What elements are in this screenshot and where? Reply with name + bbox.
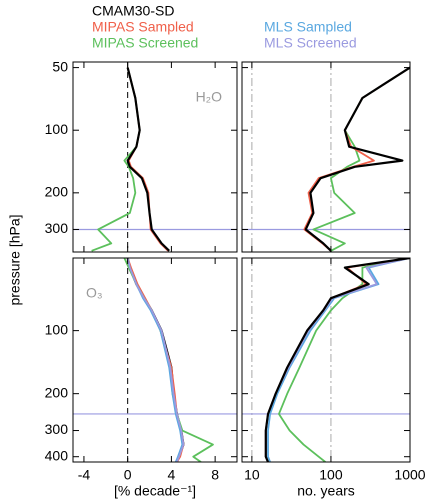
series-line bbox=[126, 258, 185, 462]
x-tick-label: 10 bbox=[244, 467, 260, 483]
legend-entry: MIPAS Sampled bbox=[92, 19, 194, 35]
y-tick-label: 100 bbox=[45, 121, 69, 137]
x-tick-label: 1000 bbox=[394, 467, 425, 483]
x-axis-label: no. years bbox=[297, 483, 355, 499]
x-tick-label: 0 bbox=[124, 467, 132, 483]
series-line bbox=[304, 66, 410, 252]
series-line bbox=[264, 258, 410, 462]
legend-entry: MLS Screened bbox=[264, 35, 357, 51]
panel-annotation: O₃ bbox=[86, 285, 103, 301]
panel-frame bbox=[72, 61, 238, 253]
y-axis-label: pressure [hPa] bbox=[7, 214, 23, 305]
x-tick-label: 4 bbox=[168, 467, 176, 483]
y-tick-label: 50 bbox=[52, 58, 68, 74]
y-tick-label: 100 bbox=[45, 321, 69, 337]
y-tick-label: 200 bbox=[45, 184, 69, 200]
x-tick-label: 8 bbox=[211, 467, 219, 483]
plot-area bbox=[242, 62, 410, 252]
legend-entry: MLS Sampled bbox=[264, 19, 352, 35]
series-line bbox=[126, 258, 185, 462]
x-axis-label: [% decade⁻¹] bbox=[114, 483, 196, 499]
x-tick-label: 100 bbox=[319, 467, 343, 483]
legend-entry: MIPAS Screened bbox=[92, 35, 198, 51]
series-line bbox=[264, 258, 410, 462]
panel-frame bbox=[72, 257, 238, 463]
plot-area bbox=[242, 258, 410, 462]
y-tick-label: 400 bbox=[45, 447, 69, 463]
panel-frame bbox=[241, 61, 411, 253]
panel-frame bbox=[241, 257, 411, 463]
x-tick-label: -4 bbox=[78, 467, 91, 483]
panel-annotation: H₂O bbox=[196, 89, 223, 105]
y-tick-label: 200 bbox=[45, 384, 69, 400]
series-line bbox=[91, 67, 141, 252]
series-line bbox=[126, 67, 170, 252]
series-line bbox=[264, 258, 410, 462]
series-line bbox=[126, 258, 185, 462]
y-tick-label: 300 bbox=[45, 220, 69, 236]
series-line bbox=[267, 258, 410, 462]
series-line bbox=[278, 258, 407, 462]
series-line bbox=[126, 258, 184, 462]
y-tick-label: 300 bbox=[45, 421, 69, 437]
plot-area bbox=[73, 258, 237, 462]
legend-entry: CMAM30-SD bbox=[92, 3, 174, 19]
plot-area bbox=[73, 62, 237, 252]
